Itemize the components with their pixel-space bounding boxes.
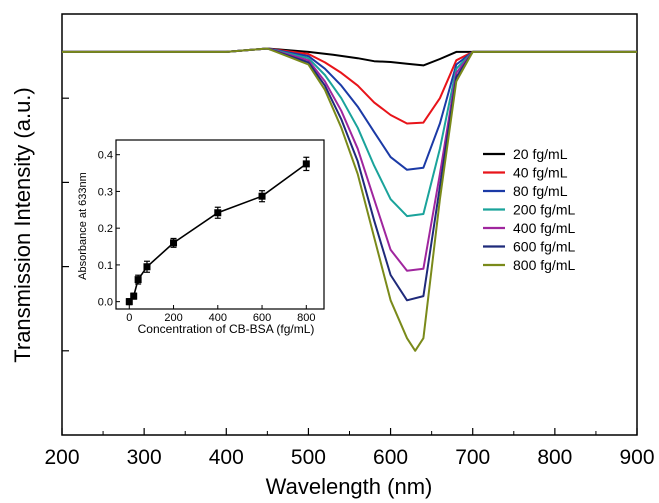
- legend-label-200-fg-ml: 200 fg/mL: [513, 202, 575, 218]
- inset-x-tick-label: 200: [164, 312, 182, 324]
- inset-plot: 0 200 400 600 800 0.0 0.1 0.2 0.3 0.4 Concentrat…: [77, 139, 325, 336]
- inset-data-point: [170, 239, 178, 247]
- legend-label-400-fg-ml: 400 fg/mL: [513, 220, 575, 236]
- inset-x-tick-label: 800: [297, 312, 315, 324]
- legend: 20 fg/mL 40 fg/mL 80 fg/mL 200 fg/mL 400 fg/…: [483, 146, 575, 273]
- inset-y-axis-ticks: 0.0 0.1 0.2 0.3 0.4: [98, 150, 120, 309]
- x-tick-label: 300: [127, 446, 162, 469]
- inset-y-tick-label: 0.2: [98, 223, 113, 235]
- x-tick-label: 800: [537, 446, 572, 469]
- inset-plot-background: [116, 140, 324, 309]
- main-x-axis-label: Wavelength (nm): [266, 474, 433, 499]
- inset-data-point: [143, 263, 151, 271]
- inset-y-axis-label: Absorbance at 633nm: [77, 172, 89, 280]
- inset-data-point: [130, 292, 138, 300]
- inset-y-tick-label: 0.0: [98, 297, 113, 309]
- inset-data-point: [302, 160, 310, 168]
- x-tick-label: 700: [455, 446, 490, 469]
- main-series-group: [62, 47, 637, 352]
- inset-data-point: [258, 192, 266, 200]
- x-tick-label: 600: [373, 446, 408, 469]
- inset-x-axis-ticks: 0 200 400 600 800: [126, 305, 315, 324]
- legend-label-20-fg-ml: 20 fg/mL: [513, 146, 568, 162]
- inset-data-point: [214, 209, 222, 217]
- inset-y-tick-label: 0.1: [98, 260, 113, 272]
- x-tick-label: 400: [209, 446, 244, 469]
- x-tick-label: 500: [291, 446, 326, 469]
- legend-label-600-fg-ml: 600 fg/mL: [513, 239, 575, 255]
- inset-data-point: [125, 298, 133, 306]
- inset-x-tick-label: 600: [253, 312, 271, 324]
- legend-label-40-fg-ml: 40 fg/mL: [513, 165, 568, 181]
- main-plot: 200 300 400 500 600 700 800 900 Wavelength (nm)…: [10, 13, 655, 499]
- main-x-axis-ticks: 200 300 400 500 600 700 800 900: [44, 428, 655, 469]
- legend-label-800-fg-ml: 800 fg/mL: [513, 257, 575, 273]
- main-y-axis-label: Transmission Intensity (a.u.): [10, 87, 35, 363]
- x-tick-label: 200: [44, 446, 79, 469]
- legend-label-80-fg-ml: 80 fg/mL: [513, 183, 568, 199]
- inset-data-point: [134, 276, 142, 284]
- inset-y-tick-label: 0.3: [98, 186, 113, 198]
- inset-x-tick-label: 400: [209, 312, 227, 324]
- inset-plot-frame: [115, 139, 325, 310]
- series-line-800-fg-ml: [62, 47, 637, 352]
- main-y-axis-ticks: [62, 97, 69, 352]
- inset-series-group: [125, 156, 310, 306]
- inset-x-tick-label: 0: [126, 312, 132, 324]
- inset-y-tick-label: 0.4: [98, 150, 113, 162]
- inset-x-axis-label: Concentration of CB-BSA (fg/mL): [138, 322, 315, 336]
- x-tick-label: 900: [619, 446, 654, 469]
